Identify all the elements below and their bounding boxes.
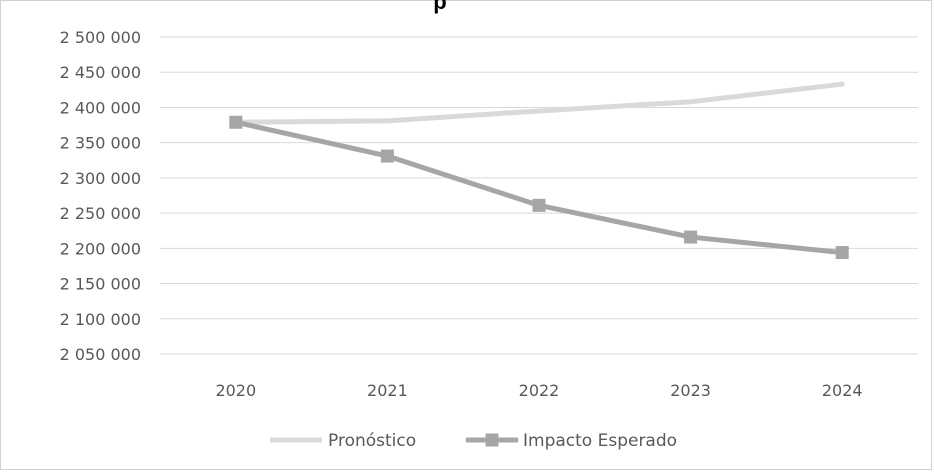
y-tick-label: 2 500 000 (60, 28, 141, 47)
series-line-0 (233, 81, 845, 125)
x-tick-label: 2024 (822, 381, 863, 400)
y-tick-label: 2 100 000 (60, 310, 141, 329)
y-tick-label: 2 300 000 (60, 169, 141, 188)
data-point (532, 198, 546, 212)
x-tick-label: 2020 (215, 381, 256, 400)
x-tick-label: 2023 (670, 381, 711, 400)
y-tick-label: 2 250 000 (60, 204, 141, 223)
y-tick-label: 2 400 000 (60, 98, 141, 117)
data-point (229, 115, 243, 129)
legend-label: Pronóstico (328, 431, 416, 451)
data-point (684, 230, 698, 244)
data-point (835, 246, 849, 260)
y-tick-label: 2 200 000 (60, 239, 141, 258)
y-tick-label: 2 350 000 (60, 134, 141, 153)
x-tick-label: 2022 (519, 381, 560, 400)
legend-marker (485, 433, 499, 447)
x-tick-label: 2021 (367, 381, 408, 400)
series-line-1 (233, 119, 845, 256)
data-point (380, 149, 394, 163)
legend-label: Impacto Esperado (523, 431, 677, 451)
legend-item: Impacto Esperado (466, 431, 677, 451)
y-tick-label: 2 450 000 (60, 63, 141, 82)
legend-item: Pronóstico (270, 431, 416, 451)
chart-title: p (433, 0, 446, 14)
y-tick-label: 2 150 000 (60, 275, 141, 294)
y-tick-label: 2 050 000 (60, 345, 141, 364)
